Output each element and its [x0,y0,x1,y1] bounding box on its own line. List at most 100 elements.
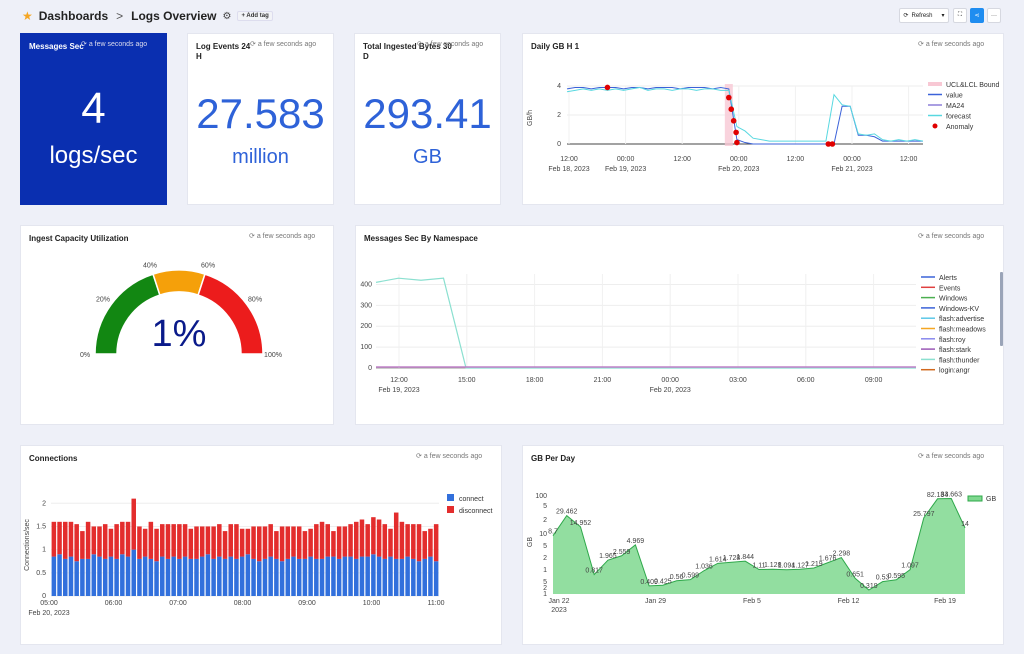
legend-label: forecast [946,114,971,121]
connections-chart: 0 0.5 1 1.5 2 Connections/sec 05:00 Feb 20, 202… [24,494,493,617]
bar-disconnect [194,526,199,559]
bar-disconnect [188,528,194,559]
data-label: 2.298 [833,551,851,558]
data-label: 4.969 [627,538,645,545]
data-label: 8.7 [548,529,558,536]
bar-disconnect [399,521,405,559]
bar-connect [74,561,79,596]
x-tick-label: 21:00 [594,377,612,384]
data-label: 1.097 [901,563,919,570]
bar-disconnect [331,531,336,557]
bar-disconnect [234,524,239,559]
bar-connect [211,558,216,596]
bar-disconnect [245,528,251,555]
x-tick-label: 09:00 [865,377,883,384]
timestamp-text: a few seconds ago [424,41,484,48]
bar-disconnect [211,526,216,559]
bar-connect [319,558,325,596]
bar-disconnect [359,519,365,557]
timestamp: ⟳ a few seconds ago [918,41,985,48]
breadcrumb-dashboards[interactable]: Dashboards [38,9,109,23]
bar-connect [262,558,268,596]
bar-connect [131,549,136,596]
bar-disconnect [165,524,171,559]
bar-disconnect [354,521,359,559]
x-tick-date: Feb 19, 2023 [378,387,419,394]
refresh-button[interactable]: ⟳ Refresh ▾ [899,8,949,23]
bar-connect [97,556,102,596]
bar-connect [148,558,154,596]
data-label: 29.462 [556,509,578,516]
bar-disconnect [154,528,159,562]
settings-icon[interactable]: ⚙ [222,10,232,22]
bar-connect [416,561,422,596]
capacity-gauge: 0% 20% 40% 60% 80% 100% 1% [80,263,282,359]
data-label: 0.425 [654,578,672,585]
series-line-flash-thunder [375,277,916,369]
timestamp: ⟳ a few seconds ago [249,233,316,240]
data-label: 0.599 [682,573,700,580]
data-label: 1.036 [695,564,713,571]
y-axis-label: Connections/sec [24,519,31,571]
bar-disconnect [416,524,422,562]
bar-disconnect [371,517,376,555]
bar-disconnect [285,526,291,559]
anomaly-point [604,84,611,91]
bar-connect [342,556,348,596]
y-tick-label: 100 [535,493,547,500]
timestamp-text: a few seconds ago [257,41,317,48]
gauge-tick-label: 60% [201,263,215,270]
bar-connect [114,558,119,596]
legend-label: UCL&LCL Bound [946,82,1000,89]
bar-connect [405,556,410,596]
big-unit: logs/sec [49,142,138,169]
bar-connect [382,558,388,596]
series-line-value [566,86,923,145]
y-axis-label: GB/h [527,110,534,126]
bar-connect [228,556,233,596]
panel-title: Ingest Capacity Utilization [29,234,129,243]
bar-connect [91,554,97,596]
x-tick-label: 00:00 [661,377,679,384]
gauge-value: 1% [152,313,207,355]
messages-sec-panel: Messages Sec ⟳ a few seconds ago 4 logs/… [20,33,167,205]
fullscreen-button[interactable]: ⛶ [953,8,967,23]
capacity-panel: Ingest Capacity Utilization ⟳ a few seco… [20,225,334,425]
log-events-panel: Log Events 24 H ⟳ a few seconds ago 27.5… [187,33,334,205]
bar-connect [177,558,182,596]
more-button[interactable]: ··· [987,8,1001,23]
bar-disconnect [411,524,416,559]
x-tick-label: 05:00 [40,600,58,607]
bar-disconnect [217,524,222,557]
ingested-bytes-panel: Total Ingested Bytes 30 D ⟳ a few second… [354,33,501,205]
data-label: 1.127 [791,562,809,569]
legend-swatch [447,506,454,513]
legend-scrollbar [1000,272,1003,346]
add-tag-button[interactable]: + Add tag [237,11,273,21]
y-tick-label: 0 [368,365,372,372]
bar-disconnect [251,526,256,559]
y-tick-label: 5 [543,579,547,586]
bar-connect [102,558,108,596]
x-tick-label: 12:00 [560,156,578,163]
bar-disconnect [314,524,319,559]
bar-disconnect [148,521,154,559]
x-tick-label: 12:00 [390,377,408,384]
bar-connect [108,556,114,596]
legend-label: flash:roy [939,337,966,344]
bar-connect [268,556,273,596]
bar-connect [433,561,439,596]
y-tick-label: 5 [543,543,547,550]
star-icon[interactable]: ★ [22,9,33,23]
timestamp-text: a few seconds ago [256,233,316,240]
share-button[interactable]: ⋖ [970,8,984,23]
bar-disconnect [91,526,97,555]
gauge-needle [116,350,124,354]
bar-disconnect [296,526,302,559]
bar-disconnect [291,526,296,557]
bar-connect [205,554,211,596]
x-tick-label: 18:00 [526,377,544,384]
breadcrumb: ★ Dashboards > Logs Overview ⚙ + Add tag [22,9,273,23]
bar-disconnect [97,526,102,557]
series-line-forecast [566,86,924,142]
